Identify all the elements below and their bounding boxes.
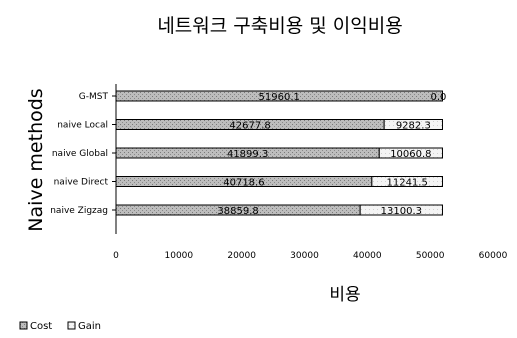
data-label-cost: 41899.3 [227,149,268,160]
data-label-gain: 13100.3 [381,206,422,217]
x-tick-label: 10000 [165,251,194,261]
x-tick-labels: 0 10000 20000 30000 40000 50000 60000 [113,251,507,261]
data-label-cost: 40718.6 [223,178,264,189]
category-label: G-MST [79,92,109,102]
legend-label-cost: Cost [30,321,52,332]
category-label: naive Direct [54,178,109,188]
data-label-cost: 51960.1 [259,92,300,103]
bar-gain [383,119,443,130]
bars [115,90,443,216]
x-tick-label: 50000 [416,251,445,261]
data-label-gain: 10060.8 [390,149,431,160]
x-tick-label: 0 [113,251,119,261]
data-label-gain: 0.0 [431,92,447,103]
category-labels: G-MST naive Local naive Global naive Direct… [50,92,116,216]
data-label-cost: 42677.8 [229,121,270,132]
x-tick-label: 60000 [479,251,508,261]
legend-label-gain: Gain [78,321,101,332]
x-axis-label: 비용 [329,285,360,305]
chart-title: 네트워크 구축비용 및 이익비용 [157,15,402,37]
x-tick-label: 40000 [353,251,382,261]
data-label-gain: 11241.5 [386,178,427,189]
category-label: naive Local [57,121,108,131]
category-label: naive Global [52,149,108,159]
legend-swatch-gain [67,321,76,330]
bar-gain [371,176,443,187]
y-axis-label: Naive methods [25,88,47,231]
bar-gain [378,147,443,159]
x-tick-label: 30000 [290,251,319,261]
bar-gain [359,204,443,216]
data-labels: 51960.1 0.0 42677.8 9282.3 41899.3 10060.8 407… [217,92,446,217]
legend-swatch-cost [19,321,28,330]
category-label: naive Zigzag [50,206,108,216]
legend: Cost Gain [19,321,101,332]
x-tick-label: 20000 [227,251,256,261]
data-label-gain: 9282.3 [396,121,431,132]
data-label-cost: 38859.8 [217,206,258,217]
bar-cost [115,90,443,102]
